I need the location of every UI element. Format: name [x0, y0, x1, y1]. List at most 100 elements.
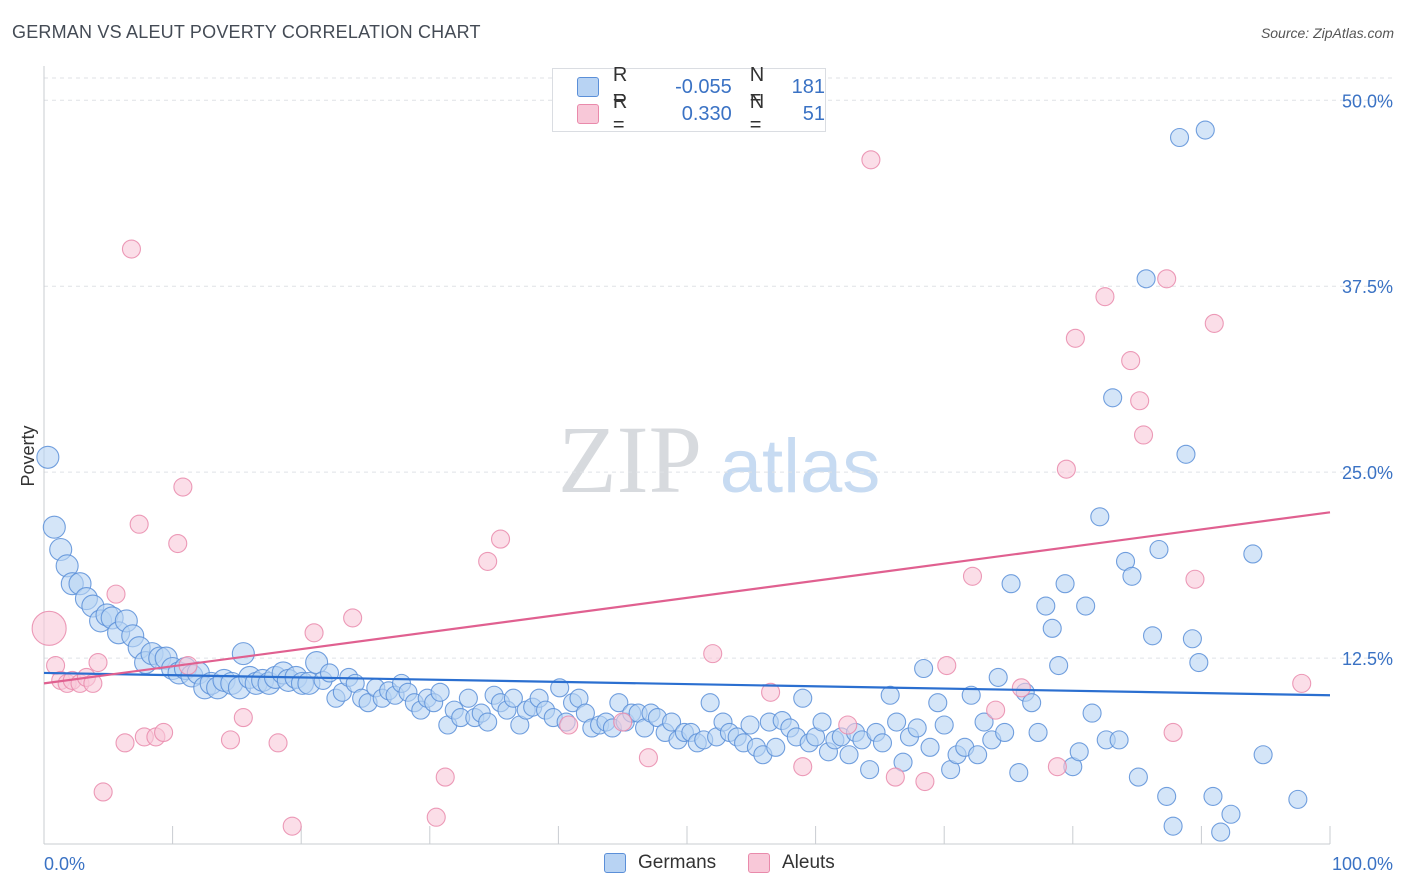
- aleut-point: [1130, 391, 1150, 411]
- legend-item-aleuts[interactable]: Aleuts: [748, 852, 835, 874]
- german-point: [1042, 618, 1062, 638]
- aleut-point: [220, 730, 241, 750]
- aleut-point: [304, 623, 324, 643]
- german-point: [478, 712, 498, 732]
- german-point: [961, 685, 981, 705]
- german-point: [860, 760, 880, 780]
- aleut-point: [559, 715, 579, 735]
- aleut-point: [490, 529, 511, 549]
- aleuts-n-value: 51: [802, 102, 825, 125]
- aleut-point: [1163, 722, 1183, 742]
- aleuts-trend-line: [43, 511, 1331, 685]
- german-point: [995, 722, 1015, 742]
- y-tick-label: 37.5%: [1342, 277, 1393, 297]
- y-axis-label: Poverty: [18, 425, 38, 486]
- german-point: [812, 712, 832, 732]
- aleuts-legend-label: Aleuts: [782, 852, 835, 873]
- german-point: [920, 737, 940, 757]
- aleut-point: [435, 767, 455, 787]
- german-point: [880, 685, 900, 705]
- data-points: [31, 120, 1312, 842]
- axis-labels: 12.5% 25.0% 37.5% 50.0% 0.0% 100.0% Poverty: [18, 91, 1393, 874]
- german-point: [766, 737, 786, 757]
- aleut-point: [1011, 678, 1031, 698]
- aleut-point: [1065, 328, 1085, 348]
- aleut-point: [88, 652, 108, 673]
- legend-row-aleuts: R = 0.330 N = 51: [577, 91, 825, 136]
- aleut-point: [106, 584, 126, 604]
- german-point: [740, 715, 760, 735]
- aleut-point: [115, 733, 135, 753]
- aleut-point: [1292, 673, 1312, 693]
- correlation-legend: R = -0.055 N = 181 R = 0.330 N = 51: [552, 64, 826, 136]
- aleut-point: [1121, 351, 1141, 371]
- chart-title: GERMAN VS ALEUT POVERTY CORRELATION CHAR…: [12, 22, 481, 42]
- german-point: [36, 445, 60, 469]
- german-point: [1122, 566, 1142, 586]
- german-point: [231, 642, 255, 666]
- german-point: [1169, 127, 1190, 148]
- x-tick-label-max: 100.0%: [1332, 854, 1393, 874]
- german-point: [1009, 763, 1029, 783]
- german-point: [609, 693, 629, 713]
- german-point: [907, 718, 927, 738]
- aleuts-swatch: [577, 104, 599, 124]
- germans-r-label: R =: [612, 64, 628, 109]
- german-point: [887, 712, 907, 732]
- aleut-point: [1095, 287, 1115, 307]
- aleut-point: [638, 748, 658, 768]
- legend-row-germans: R = -0.055 N = 181: [577, 64, 825, 109]
- aleut-point: [168, 533, 188, 554]
- aleut-point: [838, 715, 858, 735]
- german-point: [458, 688, 478, 708]
- aleut-point: [478, 551, 498, 571]
- aleut-point: [885, 767, 905, 787]
- aleut-point: [937, 655, 957, 676]
- german-point: [974, 712, 994, 732]
- german-point: [1142, 626, 1163, 646]
- watermark: ZIP atlas: [558, 406, 880, 513]
- german-point: [988, 667, 1008, 687]
- german-point: [1036, 596, 1056, 616]
- germans-legend-swatch: [604, 853, 626, 873]
- aleut-point: [173, 477, 193, 497]
- german-point: [319, 663, 340, 683]
- aleut-point: [1204, 313, 1224, 333]
- german-point: [1176, 444, 1196, 464]
- german-point: [1055, 574, 1075, 594]
- german-point: [1109, 730, 1129, 750]
- aleuts-n-label: N =: [749, 91, 765, 136]
- aleuts-legend-swatch: [748, 853, 770, 873]
- aleut-point: [93, 782, 113, 802]
- german-point: [1288, 789, 1308, 809]
- german-point: [1022, 693, 1042, 713]
- watermark-zip: ZIP: [558, 406, 702, 513]
- german-point: [1203, 786, 1223, 806]
- y-tick-label: 50.0%: [1342, 91, 1393, 111]
- german-point: [1195, 120, 1215, 140]
- aleut-point: [1056, 459, 1076, 479]
- aleut-point: [1047, 757, 1067, 777]
- aleut-point: [986, 700, 1006, 720]
- germans-r-value: -0.055: [675, 75, 732, 98]
- aleut-point: [1157, 269, 1177, 289]
- aleut-point: [915, 771, 935, 792]
- aleut-point: [793, 757, 813, 777]
- source-label: Source: ZipAtlas.com: [1260, 25, 1394, 41]
- german-point: [1136, 269, 1156, 289]
- german-point: [893, 752, 913, 772]
- aleut-point: [1185, 569, 1205, 589]
- aleut-point: [613, 712, 633, 732]
- german-point: [550, 678, 570, 698]
- german-point: [1076, 596, 1096, 616]
- aleut-point: [343, 608, 363, 628]
- y-tick-label: 12.5%: [1342, 649, 1393, 669]
- german-point: [1149, 539, 1169, 560]
- germans-n-value: 181: [791, 75, 825, 98]
- german-point: [1163, 816, 1183, 836]
- germans-trend-line: [43, 671, 1331, 697]
- aleut-point: [233, 708, 253, 728]
- german-point: [1243, 544, 1263, 564]
- german-point: [1128, 767, 1148, 787]
- legend-item-germans[interactable]: Germans: [604, 852, 716, 874]
